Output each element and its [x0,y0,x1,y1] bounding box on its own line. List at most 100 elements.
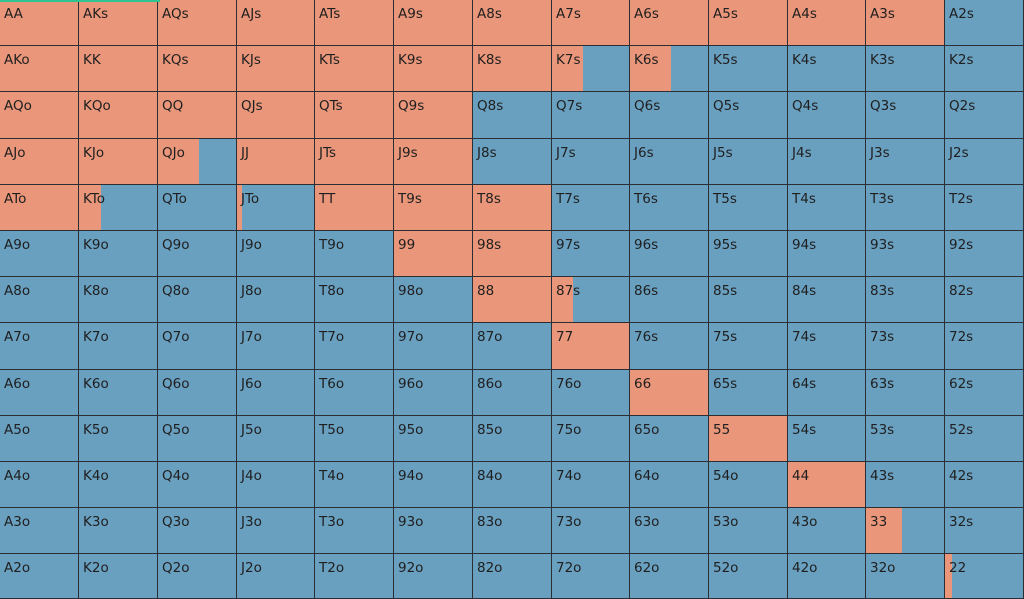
hand-cell[interactable]: J7o [237,323,315,370]
hand-cell[interactable]: K7s [552,46,630,92]
hand-cell[interactable]: 52o [709,554,788,599]
hand-cell[interactable]: 62s [945,370,1024,416]
hand-cell[interactable]: A5o [0,416,79,462]
hand-cell[interactable]: QJs [237,92,315,139]
hand-cell[interactable]: A8s [473,0,552,46]
hand-cell[interactable]: KJs [237,46,315,92]
hand-cell[interactable]: QTs [315,92,394,139]
hand-cell[interactable]: Q8s [473,92,552,139]
hand-cell[interactable]: 66 [630,370,709,416]
hand-cell[interactable]: K6o [79,370,158,416]
hand-cell[interactable]: A6s [630,0,709,46]
hand-cell[interactable]: 99 [394,231,473,277]
hand-cell[interactable]: J6s [630,139,709,185]
hand-cell[interactable]: J3o [237,508,315,554]
hand-cell[interactable]: T3o [315,508,394,554]
hand-cell[interactable]: T5o [315,416,394,462]
hand-cell[interactable]: 42s [945,462,1024,508]
hand-cell[interactable]: Q2o [158,554,237,599]
hand-cell[interactable]: J5o [237,416,315,462]
hand-cell[interactable]: T7s [552,185,630,231]
hand-cell[interactable]: T7o [315,323,394,370]
hand-cell[interactable]: 73s [866,323,945,370]
hand-cell[interactable]: 63o [630,508,709,554]
hand-cell[interactable]: 93o [394,508,473,554]
hand-cell[interactable]: 83s [866,277,945,323]
hand-cell[interactable]: K9o [79,231,158,277]
hand-cell[interactable]: J2o [237,554,315,599]
hand-cell[interactable]: 64s [788,370,866,416]
hand-cell[interactable]: KJo [79,139,158,185]
hand-cell[interactable]: Q2s [945,92,1024,139]
hand-cell[interactable]: Q3o [158,508,237,554]
hand-cell[interactable]: J4o [237,462,315,508]
hand-cell[interactable]: T9s [394,185,473,231]
hand-cell[interactable]: 54s [788,416,866,462]
hand-cell[interactable]: T6o [315,370,394,416]
hand-cell[interactable]: K4o [79,462,158,508]
hand-cell[interactable]: K2s [945,46,1024,92]
hand-cell[interactable]: Q9s [394,92,473,139]
hand-cell[interactable]: ATs [315,0,394,46]
hand-cell[interactable]: 72o [552,554,630,599]
hand-cell[interactable]: A8o [0,277,79,323]
hand-cell[interactable]: 63s [866,370,945,416]
hand-cell[interactable]: J5s [709,139,788,185]
hand-cell[interactable]: 82o [473,554,552,599]
hand-cell[interactable]: K7o [79,323,158,370]
hand-cell[interactable]: 54o [709,462,788,508]
hand-cell[interactable]: J7s [552,139,630,185]
hand-cell[interactable]: KTo [79,185,158,231]
hand-cell[interactable]: QJo [158,139,237,185]
hand-cell[interactable]: Q4s [788,92,866,139]
hand-cell[interactable]: T2o [315,554,394,599]
hand-cell[interactable]: J9o [237,231,315,277]
hand-cell[interactable]: 74o [552,462,630,508]
hand-cell[interactable]: 32o [866,554,945,599]
hand-cell[interactable]: 82s [945,277,1024,323]
hand-cell[interactable]: T9o [315,231,394,277]
hand-cell[interactable]: T6s [630,185,709,231]
hand-cell[interactable]: 65s [709,370,788,416]
hand-cell[interactable]: 32s [945,508,1024,554]
hand-cell[interactable]: J9s [394,139,473,185]
hand-cell[interactable]: 73o [552,508,630,554]
hand-cell[interactable]: Q8o [158,277,237,323]
hand-cell[interactable]: 53o [709,508,788,554]
hand-cell[interactable]: A3s [866,0,945,46]
hand-cell[interactable]: 92o [394,554,473,599]
hand-cell[interactable]: A3o [0,508,79,554]
hand-cell[interactable]: Q5o [158,416,237,462]
hand-cell[interactable]: K5s [709,46,788,92]
hand-cell[interactable]: A6o [0,370,79,416]
hand-cell[interactable]: KQo [79,92,158,139]
hand-cell[interactable]: T3s [866,185,945,231]
hand-cell[interactable]: 74s [788,323,866,370]
hand-cell[interactable]: JJ [237,139,315,185]
hand-cell[interactable]: K9s [394,46,473,92]
hand-cell[interactable]: AJs [237,0,315,46]
hand-cell[interactable]: A9o [0,231,79,277]
hand-cell[interactable]: A4o [0,462,79,508]
hand-cell[interactable]: 95o [394,416,473,462]
hand-cell[interactable]: TT [315,185,394,231]
hand-cell[interactable]: 86s [630,277,709,323]
hand-cell[interactable]: 75o [552,416,630,462]
hand-cell[interactable]: 76s [630,323,709,370]
hand-cell[interactable]: Q7s [552,92,630,139]
hand-cell[interactable]: AJo [0,139,79,185]
hand-cell[interactable]: Q6o [158,370,237,416]
hand-cell[interactable]: 94o [394,462,473,508]
hand-cell[interactable]: 98o [394,277,473,323]
hand-cell[interactable]: QTo [158,185,237,231]
hand-cell[interactable]: 96o [394,370,473,416]
hand-cell[interactable]: 84o [473,462,552,508]
hand-cell[interactable]: A7s [552,0,630,46]
hand-cell[interactable]: 85s [709,277,788,323]
hand-cell[interactable]: 52s [945,416,1024,462]
hand-cell[interactable]: 83o [473,508,552,554]
hand-cell[interactable]: 62o [630,554,709,599]
hand-cell[interactable]: T4o [315,462,394,508]
hand-cell[interactable]: 93s [866,231,945,277]
hand-cell[interactable]: 72s [945,323,1024,370]
